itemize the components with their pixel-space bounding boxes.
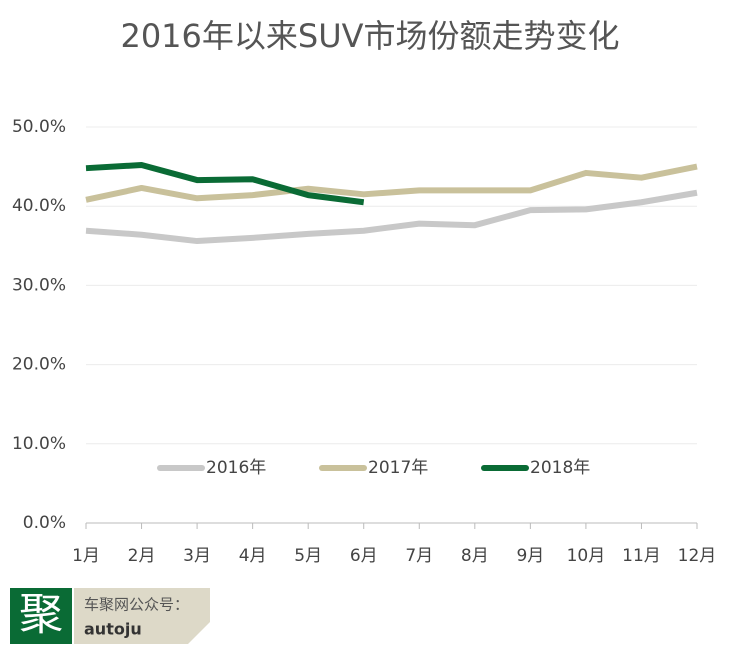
x-tick-label: 8月 bbox=[461, 546, 489, 566]
caption: 车聚网公众号： bbox=[84, 596, 189, 614]
account: autoju bbox=[84, 620, 142, 639]
chart-title: 2016年以来SUV市场份额走势变化 bbox=[120, 17, 619, 55]
x-tick-label: 3月 bbox=[183, 546, 211, 566]
y-tick-label: 10.0% bbox=[12, 434, 66, 454]
series-line bbox=[85, 163, 698, 203]
x-tick-label: 10月 bbox=[567, 546, 606, 566]
x-tick-label: 6月 bbox=[350, 546, 378, 566]
footer: 聚 车聚网公众号： autoju bbox=[10, 588, 210, 644]
legend-label: 2016年 bbox=[206, 458, 266, 478]
y-tick-label: 0.0% bbox=[23, 513, 66, 533]
x-tick-label: 1月 bbox=[72, 546, 100, 566]
x-tick-label: 2月 bbox=[128, 546, 156, 566]
x-tick-label: 7月 bbox=[405, 546, 433, 566]
legend-label: 2017年 bbox=[368, 458, 428, 478]
caption-box bbox=[74, 588, 210, 644]
x-tick-label: 12月 bbox=[678, 546, 717, 566]
x-tick-label: 9月 bbox=[516, 546, 544, 566]
logo-box bbox=[10, 588, 72, 644]
series-line bbox=[85, 162, 365, 206]
y-tick-label: 50.0% bbox=[12, 117, 66, 137]
logo-text: 聚 bbox=[19, 589, 63, 640]
series-line bbox=[85, 189, 698, 245]
y-tick-label: 40.0% bbox=[12, 196, 66, 216]
x-tick-label: 11月 bbox=[622, 546, 661, 566]
y-tick-label: 20.0% bbox=[12, 355, 66, 375]
y-tick-label: 30.0% bbox=[12, 275, 66, 295]
legend-label: 2018年 bbox=[530, 458, 590, 478]
x-tick-label: 4月 bbox=[239, 546, 267, 566]
x-tick-label: 5月 bbox=[294, 546, 322, 566]
